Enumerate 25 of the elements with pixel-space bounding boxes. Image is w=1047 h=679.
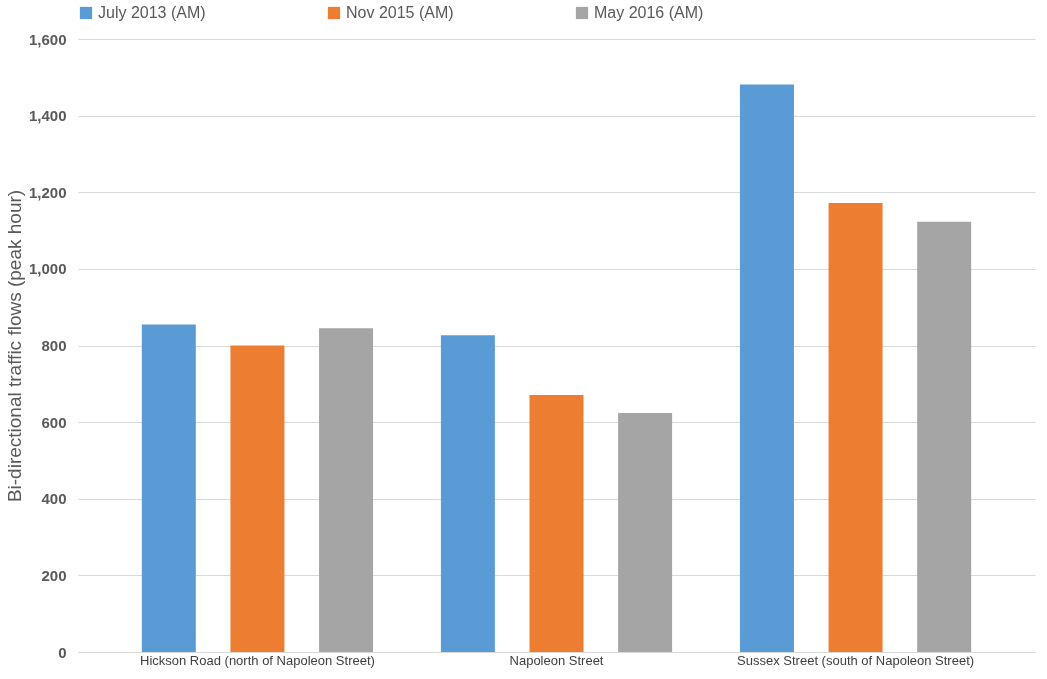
y-tick-label: 1,400 [28,107,67,125]
x-tick-label: Napoleon Street [509,652,604,668]
y-tick-label: 400 [41,490,67,508]
bar [529,394,584,652]
y-tick-label: 1,200 [28,183,67,201]
legend-label: July 2013 (AM) [98,4,206,21]
y-tick-label: 600 [41,413,67,431]
bar [739,84,794,652]
y-tick-label: 1,000 [28,260,67,278]
y-tick-label: 0 [58,643,67,661]
x-tick-label: Hickson Road (north of Napoleon Street) [140,652,375,668]
y-tick-label: 800 [41,337,67,354]
bar [440,335,495,652]
bar [319,328,374,652]
bar [230,345,285,652]
bar [917,221,972,652]
bar [618,412,673,652]
bar [141,324,196,652]
y-tick-label: 1,600 [28,30,67,48]
legend-label: Nov 2015 (AM) [346,4,454,21]
y-tick-label: 200 [41,566,67,584]
y-axis-title: Bi-directional traffic flows (peak hour) [3,189,25,503]
x-tick-label: Sussex Street (south of Napoleon Street) [737,652,975,668]
legend-label: May 2016 (AM) [594,4,704,21]
bar [828,202,883,652]
